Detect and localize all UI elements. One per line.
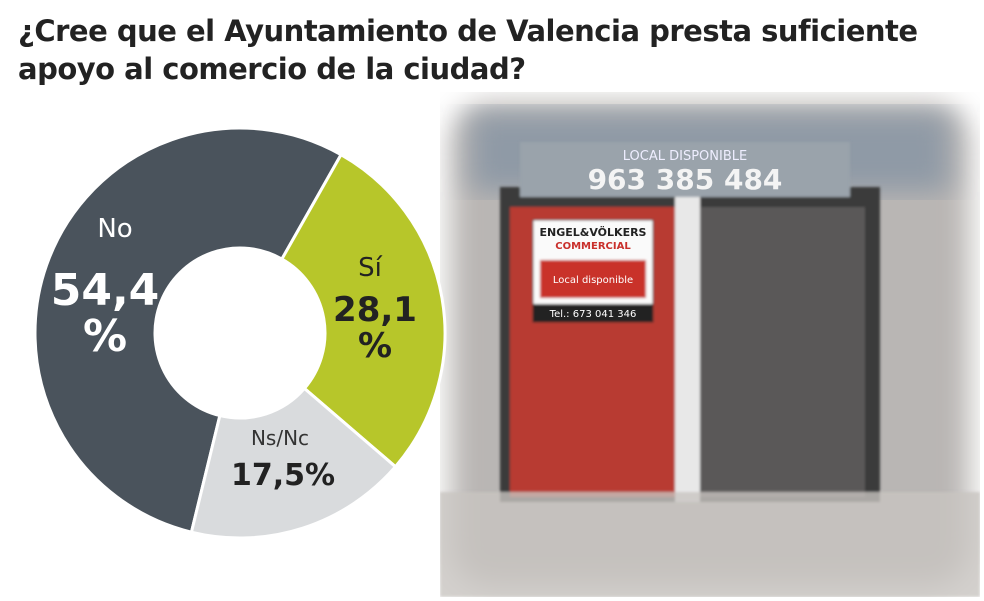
value-label: 54,4 % <box>50 265 160 363</box>
photo-brand-sub: COMMERCIAL <box>555 241 631 252</box>
photo-tel: Tel.: 673 041 346 <box>549 309 637 320</box>
category-label: No <box>97 214 133 244</box>
photo: LOCAL DISPONIBLE 963 385 484 ENGEL&VÖLKE… <box>440 102 980 597</box>
donut-slice <box>33 126 344 534</box>
value-label: 17,5% <box>230 458 336 493</box>
chart-title: ¿Cree que el Ayuntamiento de Valencia pr… <box>18 14 918 86</box>
value-label: 28,1 % <box>333 290 417 366</box>
photo-phone: 963 385 484 <box>588 163 783 196</box>
photo-sign-top: LOCAL DISPONIBLE <box>623 149 747 164</box>
category-label: Ns/Nc <box>250 426 310 450</box>
photo-poster: Local disponible <box>553 275 633 286</box>
category-label: Sí <box>358 253 382 283</box>
photo-brand: ENGEL&VÖLKERS <box>540 225 647 239</box>
donut-slice <box>279 152 447 469</box>
donut-chart <box>33 126 447 540</box>
donut-slice <box>189 386 398 540</box>
